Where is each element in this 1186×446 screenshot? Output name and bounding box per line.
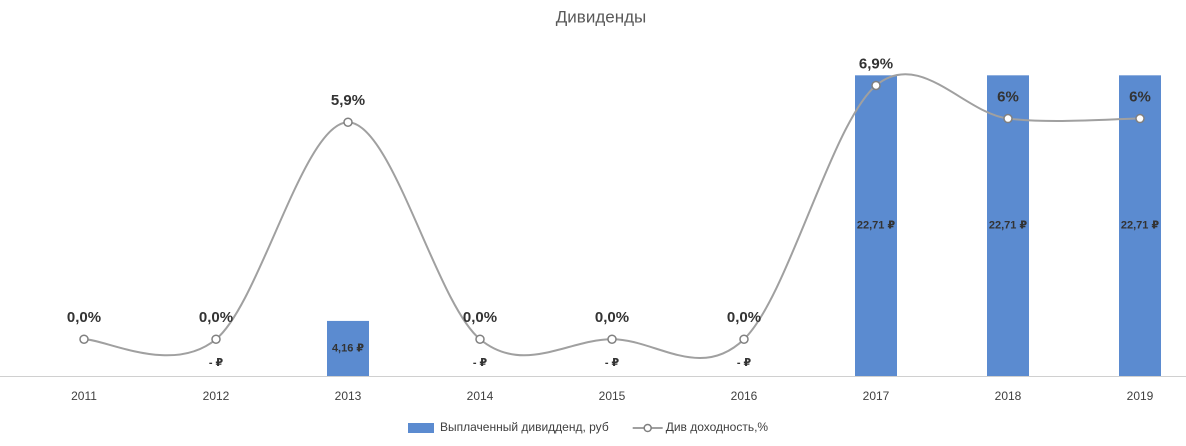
line-marker: [739, 334, 749, 344]
bar-value-label: 22,71 ₽: [857, 220, 896, 232]
line-value-label: 5,9%: [331, 92, 365, 109]
bar: [1119, 75, 1161, 376]
line-marker: [1003, 113, 1013, 124]
bar-value-label: - ₽: [737, 357, 752, 369]
bar-value-label: - ₽: [605, 357, 620, 369]
bar: [987, 75, 1029, 376]
line-value-label: 0,0%: [199, 309, 233, 326]
x-tick-label: 2014: [467, 389, 494, 403]
bar-value-label: 22,71 ₽: [1121, 220, 1160, 232]
line-value-label: 6%: [1129, 89, 1151, 106]
line-marker: [607, 334, 617, 344]
x-tick-label: 2011: [71, 389, 97, 403]
legend-swatch: [643, 423, 652, 433]
x-tick-label: 2019: [1127, 389, 1154, 403]
legend-label: Выплаченный дивидденд, руб: [440, 420, 609, 434]
x-tick-label: 2018: [995, 389, 1022, 403]
line-value-label: 0,0%: [727, 309, 761, 326]
bar-value-label: - ₽: [209, 357, 224, 369]
line-marker: [211, 334, 221, 344]
line-value-label: 6%: [997, 89, 1019, 106]
bar: [327, 320, 369, 376]
line-value-label: 6,9%: [859, 55, 893, 72]
legend-label: Див доходность,%: [666, 420, 769, 434]
line-marker: [343, 117, 353, 127]
bar-value-label: - ₽: [473, 357, 488, 369]
line: [83, 73, 1141, 359]
line-value-label: 0,0%: [67, 309, 101, 326]
line-marker: [1135, 113, 1145, 124]
x-tick-label: 2012: [203, 389, 230, 403]
legend-swatch: [408, 423, 434, 433]
line-value-label: 0,0%: [463, 309, 497, 326]
chart-title: Дивиденды: [556, 7, 646, 26]
x-tick-label: 2015: [599, 389, 626, 403]
x-tick-label: 2017: [863, 389, 890, 403]
line-marker: [79, 334, 89, 344]
x-tick-label: 2016: [731, 389, 758, 403]
line-marker: [871, 80, 881, 91]
line-marker: [475, 334, 485, 344]
line-value-label: 0,0%: [595, 309, 629, 326]
bar-value-label: 4,16 ₽: [332, 342, 364, 354]
bar-value-label: 22,71 ₽: [989, 220, 1028, 232]
bar: [855, 75, 897, 376]
x-tick-label: 2013: [335, 389, 362, 403]
